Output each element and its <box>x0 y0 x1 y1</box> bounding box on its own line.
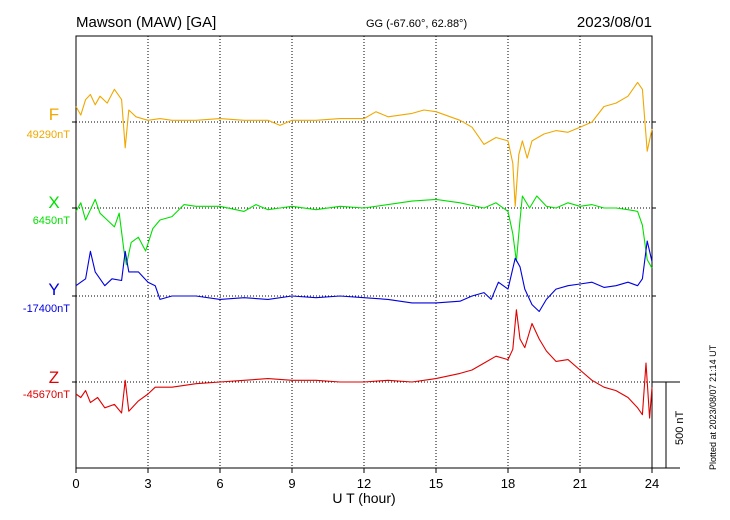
x-tick-label: 3 <box>144 476 151 491</box>
series-name-x: X <box>48 193 59 212</box>
x-tick-label: 24 <box>645 476 659 491</box>
coordinates-label: GG (-67.60°, 62.88°) <box>366 18 467 30</box>
scale-bar: 500 nT <box>652 381 686 469</box>
grid-lines <box>147 36 581 468</box>
series-baseline-label-f: 49290nT <box>27 129 71 141</box>
series-line-x <box>75 195 653 269</box>
x-tick-label: 0 <box>72 476 79 491</box>
x-tick-label: 6 <box>216 476 223 491</box>
series-name-f: F <box>49 105 59 124</box>
series-lines <box>75 81 653 419</box>
series-line-y <box>75 240 653 313</box>
series-name-z: Z <box>49 368 59 387</box>
x-axis-title: U T (hour) <box>332 490 395 506</box>
series-baseline-label-z: -45670nT <box>23 389 70 401</box>
series-baseline-label-y: -17400nT <box>23 303 70 315</box>
series-line-f <box>75 81 653 207</box>
series-line-z <box>75 309 653 419</box>
x-tick-label: 21 <box>573 476 587 491</box>
x-tick-label: 9 <box>288 476 295 491</box>
x-axis-ticks: 0 3 6 9 12 15 18 21 24 <box>72 468 659 491</box>
x-tick-label: 18 <box>501 476 515 491</box>
series-labels: F 49290nT X 6450nT Y -17400nT Z -45670nT <box>23 105 70 401</box>
station-title: Mawson (MAW) [GA] <box>76 14 216 31</box>
plotted-timestamp: Plotted at 2023/08/07 21:14 UT <box>708 344 718 470</box>
date-label: 2023/08/01 <box>577 14 652 31</box>
x-tick-label: 12 <box>357 476 371 491</box>
series-name-y: Y <box>48 280 59 299</box>
scale-bar-label: 500 nT <box>674 410 686 445</box>
series-baseline-label-x: 6450nT <box>33 215 71 227</box>
x-tick-label: 15 <box>429 476 443 491</box>
